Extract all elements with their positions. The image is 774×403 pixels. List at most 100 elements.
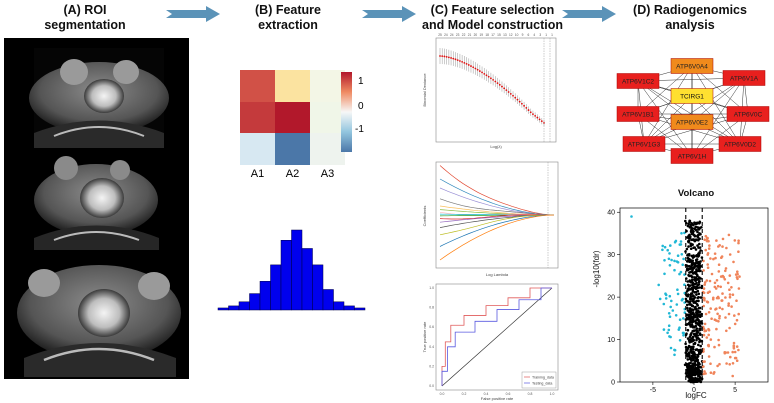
lasso-cv-point xyxy=(540,120,543,123)
volcano-point xyxy=(717,343,721,347)
volcano-point xyxy=(692,261,695,265)
volcano-point xyxy=(668,252,671,255)
volcano-point xyxy=(689,267,692,270)
lasso-cv-point xyxy=(447,56,450,59)
volcano-point xyxy=(697,283,701,286)
volcano-point xyxy=(686,328,690,332)
volcano-point xyxy=(697,227,701,231)
volcano-point xyxy=(663,259,666,262)
volcano-xlabel: logFC xyxy=(685,391,707,400)
lasso-cv-top-tick: 21 xyxy=(468,33,472,37)
volcano-point xyxy=(706,236,709,240)
lasso-path-line xyxy=(439,178,555,216)
volcano-point xyxy=(713,281,717,285)
roc-xtick: 0.2 xyxy=(462,392,467,396)
lasso-cv-point xyxy=(514,96,517,99)
volcano-point xyxy=(691,347,694,350)
gene-network: ATP6V0A4 ATP6V1C2 ATP6V1A TCIRG1 ATP6V1B1 ATP… xyxy=(616,58,770,164)
volcano-point xyxy=(726,351,730,354)
volcano-point xyxy=(683,283,686,286)
volcano-point xyxy=(682,317,685,320)
lasso-cv-point xyxy=(470,65,472,67)
volcano-point xyxy=(708,290,711,293)
volcano-point xyxy=(728,363,731,366)
roc-ytick: 0.2 xyxy=(429,364,434,368)
volcano-point xyxy=(728,295,732,299)
gene-node xyxy=(670,88,714,104)
volcano-point xyxy=(695,276,698,280)
volcano-point xyxy=(723,278,727,281)
volcano-point xyxy=(699,328,702,331)
lasso-cv-point xyxy=(461,60,464,63)
volcano-point xyxy=(717,338,720,342)
lasso-cv-point xyxy=(463,61,466,64)
lasso-cv-point xyxy=(443,55,446,58)
volcano-point xyxy=(678,243,682,246)
volcano-point xyxy=(690,275,694,279)
lasso-cv-point xyxy=(441,55,444,58)
volcano-point xyxy=(666,248,669,252)
volcano-point xyxy=(676,288,679,291)
histogram-bar xyxy=(217,307,229,311)
title-fe-line2: extraction xyxy=(258,18,318,32)
volcano-point xyxy=(678,339,682,342)
heatmap-cell xyxy=(240,133,275,165)
volcano-ytick: 40 xyxy=(607,210,615,217)
network-edge xyxy=(637,80,693,157)
volcano-point xyxy=(694,290,698,294)
volcano-point xyxy=(697,365,700,369)
volcano-point xyxy=(696,296,699,300)
volcano-point xyxy=(697,378,701,381)
heatmap-colorbar xyxy=(341,72,352,152)
gene-label: ATP6V1B1 xyxy=(622,112,654,119)
volcano-point xyxy=(673,353,676,357)
volcano-point xyxy=(683,273,686,276)
roc-xtick: 0.4 xyxy=(484,392,489,396)
volcano-point xyxy=(693,246,696,249)
roc-xtick: 1.0 xyxy=(550,392,555,396)
lasso-cv-point xyxy=(523,104,525,107)
volcano-point xyxy=(689,318,692,322)
volcano-point xyxy=(694,270,698,274)
volcano-point xyxy=(684,219,687,223)
volcano-point xyxy=(681,297,684,301)
volcano-point xyxy=(663,245,667,249)
volcano-point xyxy=(715,327,718,331)
volcano-point xyxy=(702,304,705,308)
lasso-cv-point xyxy=(485,74,488,77)
volcano-point xyxy=(692,351,695,355)
volcano-point xyxy=(691,335,695,339)
gene-node xyxy=(670,114,714,130)
volcano-point xyxy=(697,286,701,289)
lasso-cv-point xyxy=(476,68,479,71)
volcano-point xyxy=(698,306,702,310)
volcano-point xyxy=(706,253,709,256)
volcano-point xyxy=(690,292,694,295)
volcano-point xyxy=(685,303,689,307)
volcano-point xyxy=(694,324,698,328)
volcano-point xyxy=(698,266,701,270)
volcano-point xyxy=(670,299,673,303)
volcano-point xyxy=(694,335,698,338)
volcano-point xyxy=(720,299,724,302)
network-edge xyxy=(643,95,693,145)
volcano-point xyxy=(689,350,692,353)
lasso-cv-top-tick: 23 xyxy=(456,33,460,37)
heatmap-col-label-a2: A2 xyxy=(285,168,300,180)
histogram-bar xyxy=(238,301,250,311)
volcano-point xyxy=(721,237,725,241)
volcano-point xyxy=(699,296,702,299)
volcano-point xyxy=(720,255,724,258)
volcano-point xyxy=(688,271,691,274)
volcano-point xyxy=(683,231,686,235)
gene-node xyxy=(670,148,714,164)
volcano-point xyxy=(668,264,672,267)
lasso-cv-point xyxy=(452,57,455,60)
volcano-point xyxy=(692,298,695,302)
title-roi-segmentation: (A) ROI segmentation xyxy=(0,3,170,33)
volcano-point xyxy=(680,253,684,256)
lasso-cv-top-tick: 19 xyxy=(479,33,483,37)
volcano-point xyxy=(698,338,701,341)
volcano-point xyxy=(731,350,734,354)
roc-ytick: 0.6 xyxy=(429,325,434,329)
